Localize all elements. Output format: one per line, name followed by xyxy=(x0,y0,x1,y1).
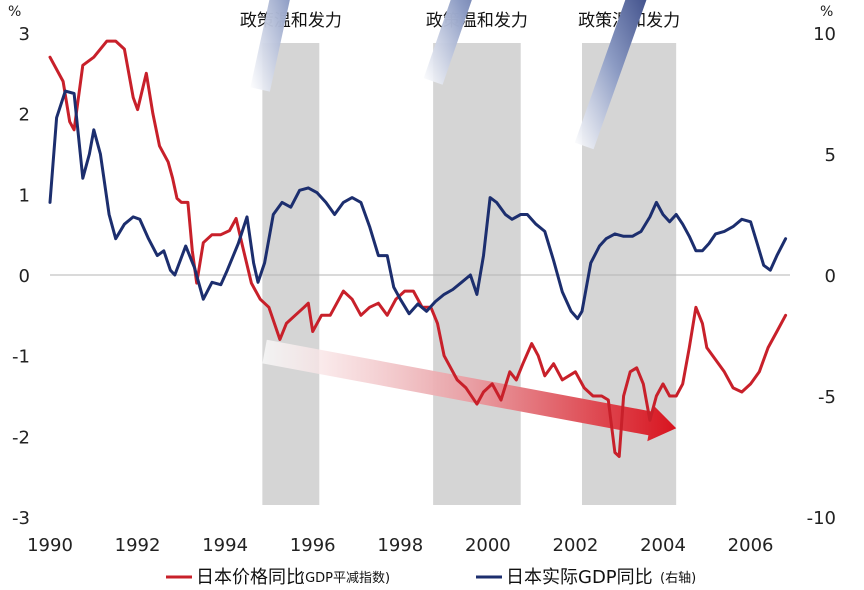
legend-price-label: 日本价格同比 xyxy=(196,567,304,588)
right-tick-label: -5 xyxy=(818,387,836,408)
right-tick-label: 0 xyxy=(825,266,836,287)
x-tick-label: 2004 xyxy=(640,535,686,556)
left-tick-label: 0 xyxy=(19,266,30,287)
right-axis-unit: % xyxy=(820,4,833,20)
right-tick-label: -10 xyxy=(807,508,836,529)
legend-gdp-note: (右轴) xyxy=(660,571,696,586)
right-tick-label: 10 xyxy=(813,24,836,45)
gdp-yoy-line xyxy=(48,89,788,321)
shaded-band-2 xyxy=(433,43,521,505)
x-tick-label: 1992 xyxy=(115,535,161,556)
legend: 日本价格同比 (GDP平减指数) 日本实际GDP同比 (右轴) xyxy=(166,567,696,588)
price-yoy-line xyxy=(48,39,788,458)
x-tick-label: 2000 xyxy=(465,535,511,556)
up-trend-arrow-3 xyxy=(574,0,647,150)
x-tick-label: 2006 xyxy=(728,535,774,556)
left-tick-label: 3 xyxy=(19,24,30,45)
legend-price-note: (GDP平减指数) xyxy=(300,571,390,586)
x-tick-label: 1990 xyxy=(27,535,73,556)
left-tick-label: -3 xyxy=(12,508,30,529)
x-axis-ticks: 1990 1992 1994 1996 1998 2000 2002 2004 2006 xyxy=(27,535,773,556)
shaded-band-label-1: 政策温和发力 xyxy=(240,11,342,31)
shaded-band-1 xyxy=(262,43,320,505)
left-axis-unit: % xyxy=(8,4,21,20)
left-tick-label: -2 xyxy=(12,427,30,448)
left-axis-ticks: 3 2 1 0 -1 -2 -3 xyxy=(12,24,30,529)
up-trend-arrow-1 xyxy=(250,0,290,92)
left-tick-label: 1 xyxy=(19,185,30,206)
legend-gdp-label: 日本实际GDP同比 xyxy=(506,567,653,588)
right-tick-label: 5 xyxy=(825,145,836,166)
x-tick-label: 1996 xyxy=(290,535,336,556)
left-tick-label: -1 xyxy=(12,347,30,368)
left-tick-label: 2 xyxy=(19,105,30,126)
right-axis-ticks: 10 5 0 -5 -10 xyxy=(807,24,836,529)
x-tick-label: 1994 xyxy=(202,535,248,556)
up-trend-arrow-2 xyxy=(423,0,472,85)
x-tick-label: 1998 xyxy=(377,535,423,556)
x-tick-label: 2002 xyxy=(553,535,599,556)
